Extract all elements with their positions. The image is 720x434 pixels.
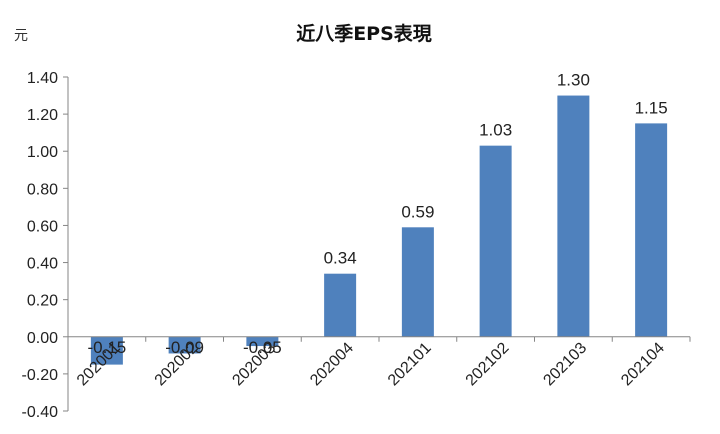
data-label-202104: 1.15 <box>635 98 668 117</box>
y-axis: 1.40 1.20 1.00 0.80 0.60 0.40 0.20 0.00 -0.20 -0.… <box>22 70 69 421</box>
x-tick-label: 202103 <box>540 340 590 390</box>
y-tick-label: 0.60 <box>27 218 58 235</box>
y-tick-label: 0.40 <box>27 256 58 273</box>
bar-202002 <box>168 336 201 354</box>
x-tick-label: 202101 <box>385 340 435 390</box>
data-label-202101: 0.59 <box>401 202 434 221</box>
bars <box>90 95 668 365</box>
y-tick-label: -0.40 <box>22 404 59 421</box>
data-label-202103: 1.30 <box>557 71 590 90</box>
bar-202104 <box>635 123 668 337</box>
y-tick-label: 0.20 <box>27 293 58 310</box>
y-tick-label: 1.00 <box>27 144 58 161</box>
y-tick-label: -0.20 <box>22 367 59 384</box>
data-labels: -0.15 -0.09 -0.05 0.34 0.59 1.03 1.30 1.15 <box>88 71 668 357</box>
unit-label: 元 <box>14 28 28 44</box>
chart-title: 近八季EPS表現 <box>296 22 432 45</box>
data-label-202003: -0.05 <box>243 338 282 357</box>
bar-202103 <box>557 95 590 337</box>
y-tick-label: 1.20 <box>27 107 58 124</box>
bar-202101 <box>401 227 434 337</box>
bar-202004 <box>324 273 357 337</box>
data-label-202001: -0.15 <box>88 338 127 357</box>
y-tick-label: 1.40 <box>27 70 58 87</box>
bar-202001 <box>90 336 123 365</box>
y-tick-label: 0.00 <box>27 330 58 347</box>
data-label-202004: 0.34 <box>324 249 357 268</box>
x-tick-label: 202102 <box>463 340 513 390</box>
data-label-202102: 1.03 <box>479 121 512 140</box>
x-axis: 202001 202002 202003 202004 202101 202102 2021… <box>67 336 691 390</box>
x-tick-label: 202004 <box>307 340 357 390</box>
bar-202102 <box>479 145 512 337</box>
y-tick-label: 0.80 <box>27 181 58 198</box>
data-label-202002: -0.09 <box>165 338 204 357</box>
x-tick-label: 202104 <box>618 340 668 390</box>
bar-202003 <box>246 336 279 347</box>
